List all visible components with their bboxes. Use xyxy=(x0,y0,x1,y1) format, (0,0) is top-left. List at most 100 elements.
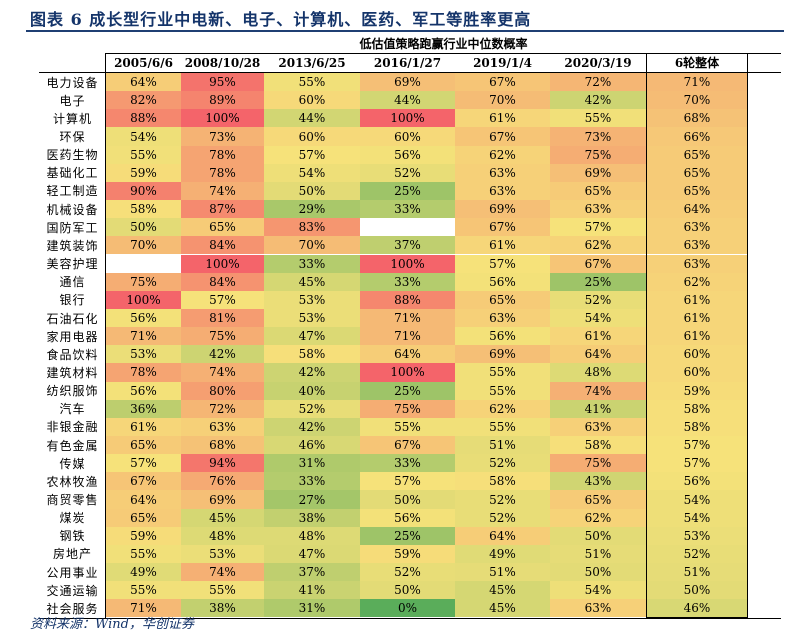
row-label: 通信 xyxy=(59,275,86,290)
heatmap-cell: 67% xyxy=(455,218,550,237)
table-row: 公用事业 49% 74% 37% 52% 51% 50% 51% xyxy=(39,563,781,582)
label-divider xyxy=(105,53,106,618)
heatmap-cell: 59% xyxy=(646,381,748,400)
heatmap-cell: 62% xyxy=(455,145,550,164)
heatmap-cell: 69% xyxy=(550,163,646,182)
heatmap-cell: 38% xyxy=(181,599,264,618)
heatmap-cell: 81% xyxy=(181,308,264,328)
heatmap-cell: 71% xyxy=(360,308,455,328)
heatmap-cell: 61% xyxy=(106,417,181,436)
heatmap-cell: 47% xyxy=(264,327,360,346)
heatmap-cell: 100% xyxy=(360,109,455,128)
heatmap-cell: 50% xyxy=(360,581,455,600)
heatmap-cell: 56% xyxy=(360,145,455,164)
heatmap-cell: 51% xyxy=(455,563,550,582)
heatmap-cell: 73% xyxy=(550,127,646,146)
heatmap-cell: 60% xyxy=(264,91,360,110)
row-label: 公用事业 xyxy=(46,565,99,580)
heatmap-cell: 94% xyxy=(181,454,264,473)
heatmap-cell: 54% xyxy=(550,581,646,600)
heatmap-cell: 53% xyxy=(264,308,360,328)
heatmap-cell: 56% xyxy=(455,272,550,291)
heatmap-cell: 72% xyxy=(550,73,646,92)
heatmap-cell: 45% xyxy=(455,599,550,618)
heatmap-cell: 33% xyxy=(360,272,455,291)
column-header: 2008/10/28 xyxy=(184,55,261,70)
table-bottom-rule xyxy=(39,617,781,619)
heatmap-cell xyxy=(360,218,455,237)
table-row: 钢铁 59% 48% 48% 25% 64% 50% 53% xyxy=(39,526,781,545)
heatmap-cell: 88% xyxy=(360,290,455,309)
heatmap-table: 低估值策略跑赢行业中位数概率 2005/6/6 2008/10/28 2013/6/… xyxy=(39,34,781,619)
table-row: 汽车 36% 72% 52% 75% 62% 41% 58% xyxy=(39,399,781,418)
heatmap-cell: 48% xyxy=(181,526,264,545)
row-label: 汽车 xyxy=(59,402,86,417)
heatmap-cell: 57% xyxy=(360,472,455,491)
row-label: 家用电器 xyxy=(46,329,99,344)
heatmap-cell: 68% xyxy=(646,109,748,128)
heatmap-cell: 54% xyxy=(646,508,748,527)
row-label: 石油石化 xyxy=(46,311,99,326)
heatmap-cell: 65% xyxy=(181,218,264,237)
heatmap-cell: 57% xyxy=(181,290,264,309)
heatmap-cell: 58% xyxy=(106,200,181,219)
heatmap-cell: 38% xyxy=(264,508,360,527)
table-row: 计算机 88% 100% 44% 100% 61% 55% 68% xyxy=(39,109,781,128)
heatmap-cell: 52% xyxy=(360,163,455,182)
heatmap-cell: 66% xyxy=(646,127,748,146)
heatmap-cell: 58% xyxy=(550,436,646,455)
heatmap-cell: 52% xyxy=(455,454,550,473)
heatmap-cell: 63% xyxy=(550,200,646,219)
heatmap-cell: 89% xyxy=(181,91,264,110)
heatmap-cell: 63% xyxy=(646,254,748,273)
heatmap-cell: 62% xyxy=(550,236,646,255)
column-header-row: 2005/6/6 2008/10/28 2013/6/25 2016/1/27 2019… xyxy=(39,53,781,73)
table-row: 交通运输 55% 55% 41% 50% 45% 54% 50% xyxy=(39,581,781,600)
heatmap-cell: 49% xyxy=(455,544,550,564)
heatmap-cell: 42% xyxy=(264,417,360,436)
heatmap-cell: 90% xyxy=(106,181,181,201)
heatmap-cell: 64% xyxy=(646,200,748,219)
heatmap-cell: 71% xyxy=(360,327,455,346)
heatmap-cell: 31% xyxy=(264,454,360,473)
heatmap-cell: 41% xyxy=(264,581,360,600)
heatmap-cell: 60% xyxy=(264,127,360,146)
row-label: 传媒 xyxy=(59,456,86,471)
row-label: 电力设备 xyxy=(46,75,99,90)
heatmap-cell: 71% xyxy=(106,599,181,618)
heatmap-cell: 60% xyxy=(360,127,455,146)
heatmap-cell: 51% xyxy=(455,436,550,455)
heatmap-cell: 55% xyxy=(106,581,181,600)
heatmap-cell: 65% xyxy=(646,145,748,164)
heatmap-cell: 50% xyxy=(264,181,360,201)
heatmap-cell: 55% xyxy=(455,417,550,436)
table-row: 房地产 55% 53% 47% 59% 49% 51% 52% xyxy=(39,544,781,564)
heatmap-cell: 65% xyxy=(106,508,181,527)
heatmap-cell: 57% xyxy=(264,145,360,164)
heatmap-cell: 37% xyxy=(360,236,455,255)
heatmap-cell: 78% xyxy=(106,363,181,382)
column-header: 2020/3/19 xyxy=(564,55,632,70)
heatmap-cell: 57% xyxy=(455,254,550,273)
heatmap-cell: 52% xyxy=(455,490,550,509)
table-row: 有色金属 65% 68% 46% 67% 51% 58% 57% xyxy=(39,436,781,455)
heatmap-cell: 59% xyxy=(360,544,455,564)
column-header: 2005/6/6 xyxy=(114,55,173,70)
heatmap-cell: 65% xyxy=(106,436,181,455)
table-row: 纺织服饰 56% 80% 40% 25% 55% 74% 59% xyxy=(39,381,781,400)
heatmap-cell: 70% xyxy=(455,91,550,110)
heatmap-cell: 63% xyxy=(550,417,646,436)
heatmap-cell: 55% xyxy=(455,381,550,400)
heatmap-cell: 49% xyxy=(106,563,181,582)
row-label: 环保 xyxy=(59,130,86,144)
heatmap-cell: 48% xyxy=(550,363,646,382)
heatmap-cell: 65% xyxy=(646,181,748,201)
heatmap-cell: 53% xyxy=(181,544,264,564)
heatmap-cell: 36% xyxy=(106,399,181,418)
heatmap-cell: 78% xyxy=(181,163,264,182)
heatmap-cell: 87% xyxy=(181,200,264,219)
heatmap-cell: 63% xyxy=(455,163,550,182)
heatmap-cell: 88% xyxy=(106,109,181,128)
heatmap-cell: 31% xyxy=(264,599,360,618)
heatmap-cell: 57% xyxy=(646,454,748,473)
